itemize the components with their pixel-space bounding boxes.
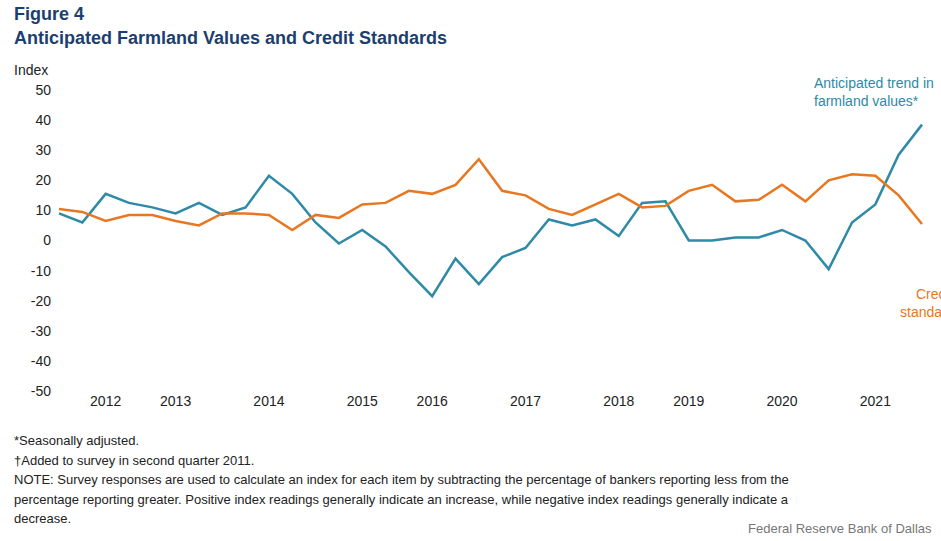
svg-text:*Seasonally adjusted.: *Seasonally adjusted. xyxy=(14,433,139,448)
svg-text:Creditstandards†: Creditstandards† xyxy=(900,286,941,320)
svg-text:Anticipated trend infarmland v: Anticipated trend infarmland values* xyxy=(814,75,934,109)
svg-text:50: 50 xyxy=(35,82,51,98)
svg-text:2016: 2016 xyxy=(417,393,448,409)
svg-text:2012: 2012 xyxy=(90,393,121,409)
svg-text:-30: -30 xyxy=(31,323,51,339)
svg-text:2014: 2014 xyxy=(253,393,284,409)
svg-text:-40: -40 xyxy=(31,353,51,369)
svg-text:2013: 2013 xyxy=(160,393,191,409)
svg-text:Anticipated Farmland Values an: Anticipated Farmland Values and Credit S… xyxy=(14,28,447,48)
svg-text:40: 40 xyxy=(35,112,51,128)
svg-text:Index: Index xyxy=(14,62,48,78)
svg-text:-50: -50 xyxy=(31,383,51,399)
svg-text:2019: 2019 xyxy=(673,393,704,409)
svg-text:decrease.: decrease. xyxy=(14,511,71,526)
svg-text:2021: 2021 xyxy=(860,393,891,409)
svg-text:-20: -20 xyxy=(31,293,51,309)
svg-text:2017: 2017 xyxy=(510,393,541,409)
svg-text:2018: 2018 xyxy=(603,393,634,409)
svg-text:30: 30 xyxy=(35,142,51,158)
svg-text:2020: 2020 xyxy=(766,393,797,409)
svg-text:percentage reporting greater.: percentage reporting greater. Positive i… xyxy=(14,492,789,507)
svg-text:10: 10 xyxy=(35,202,51,218)
svg-text:Federal Reserve Bank of Dallas: Federal Reserve Bank of Dallas xyxy=(748,521,932,536)
svg-text:Figure 4: Figure 4 xyxy=(14,4,84,24)
svg-text:NOTE: Survey responses are use: NOTE: Survey responses are used to calcu… xyxy=(14,472,789,487)
svg-text:†Added to survey in second qua: †Added to survey in second quarter 2011. xyxy=(14,453,254,468)
svg-text:0: 0 xyxy=(43,232,51,248)
svg-text:2015: 2015 xyxy=(347,393,378,409)
svg-text:20: 20 xyxy=(35,172,51,188)
svg-text:-10: -10 xyxy=(31,263,51,279)
